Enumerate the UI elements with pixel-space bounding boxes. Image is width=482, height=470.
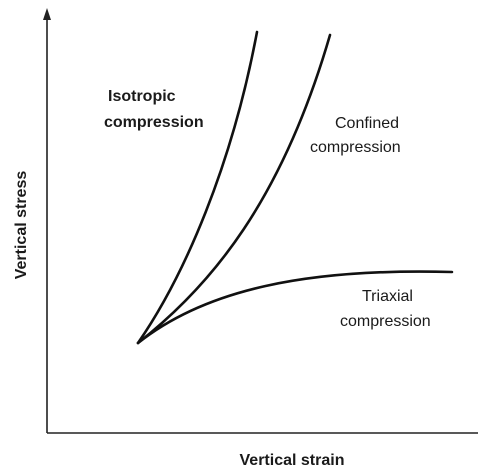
y-axis-label: Vertical stress bbox=[13, 171, 30, 280]
triaxial-curve bbox=[136, 270, 454, 345]
x-axis-label: Vertical strain bbox=[240, 452, 345, 469]
curve-label: Triaxial bbox=[362, 288, 413, 305]
curve-label: Isotropic bbox=[108, 88, 176, 105]
curve-label: compression bbox=[310, 139, 401, 156]
y-axis-arrow bbox=[43, 8, 51, 20]
curve-label: Confined bbox=[335, 115, 399, 132]
curve-label: compression bbox=[104, 114, 204, 131]
curve-label: compression bbox=[340, 313, 431, 330]
isotropic-curve bbox=[136, 30, 259, 345]
confined-curve bbox=[136, 33, 332, 345]
